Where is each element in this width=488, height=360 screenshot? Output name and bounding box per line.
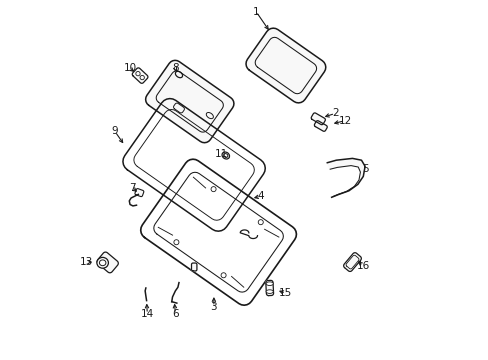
Ellipse shape	[224, 154, 227, 157]
Text: 7: 7	[129, 183, 135, 193]
Text: 3: 3	[210, 302, 217, 312]
Polygon shape	[191, 263, 197, 271]
Text: 6: 6	[172, 309, 178, 319]
Polygon shape	[310, 113, 325, 125]
Text: 1: 1	[252, 6, 259, 17]
Text: 13: 13	[80, 257, 93, 267]
Text: 12: 12	[338, 116, 351, 126]
Polygon shape	[122, 99, 264, 231]
Ellipse shape	[175, 71, 182, 78]
Polygon shape	[135, 189, 143, 197]
Ellipse shape	[99, 260, 106, 266]
Text: 15: 15	[279, 288, 292, 298]
Text: 14: 14	[141, 309, 154, 319]
Polygon shape	[97, 252, 118, 273]
Text: 9: 9	[111, 126, 118, 136]
Text: 4: 4	[257, 191, 264, 201]
Polygon shape	[314, 121, 326, 131]
Polygon shape	[145, 60, 233, 143]
Text: 2: 2	[331, 108, 338, 118]
Text: 10: 10	[123, 63, 136, 73]
Ellipse shape	[222, 152, 229, 159]
Polygon shape	[245, 28, 325, 103]
Ellipse shape	[265, 290, 273, 293]
Ellipse shape	[265, 282, 273, 285]
Polygon shape	[343, 253, 361, 271]
Polygon shape	[132, 68, 147, 83]
Text: 8: 8	[172, 63, 178, 73]
Ellipse shape	[206, 112, 213, 119]
Polygon shape	[141, 159, 296, 305]
Ellipse shape	[97, 257, 108, 268]
Text: 11: 11	[214, 149, 227, 159]
Text: 5: 5	[361, 164, 367, 174]
Text: 16: 16	[356, 261, 369, 271]
Polygon shape	[326, 158, 365, 197]
Polygon shape	[265, 280, 273, 296]
